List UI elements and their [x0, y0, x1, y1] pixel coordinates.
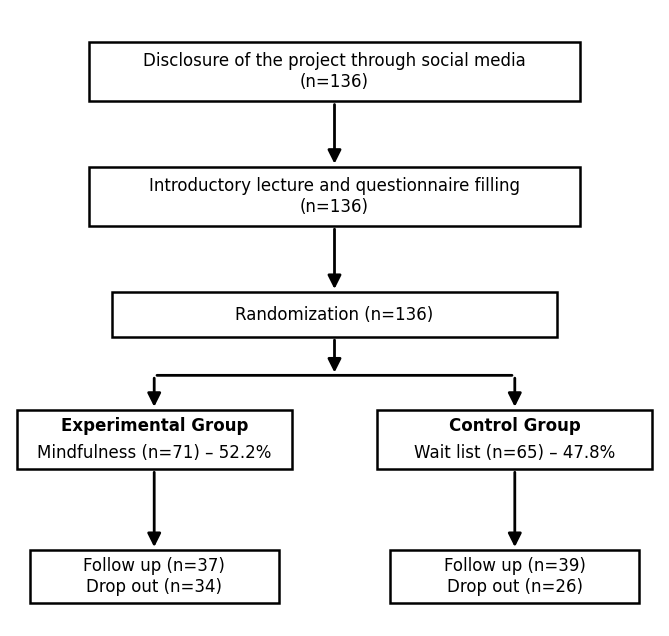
Text: Follow up (n=39)
Drop out (n=26): Follow up (n=39) Drop out (n=26): [444, 557, 586, 596]
Text: Randomization (n=136): Randomization (n=136): [235, 306, 434, 324]
FancyBboxPatch shape: [17, 410, 292, 469]
Text: Follow up (n=37)
Drop out (n=34): Follow up (n=37) Drop out (n=34): [83, 557, 225, 596]
Text: Disclosure of the project through social media
(n=136): Disclosure of the project through social…: [143, 52, 526, 91]
Text: Wait list (n=65) – 47.8%: Wait list (n=65) – 47.8%: [414, 445, 615, 462]
Text: Introductory lecture and questionnaire filling
(n=136): Introductory lecture and questionnaire f…: [149, 177, 520, 216]
FancyBboxPatch shape: [29, 550, 279, 603]
FancyBboxPatch shape: [377, 410, 652, 469]
Text: Mindfulness (n=71) – 52.2%: Mindfulness (n=71) – 52.2%: [37, 445, 272, 462]
FancyBboxPatch shape: [88, 167, 580, 226]
Text: Experimental Group: Experimental Group: [60, 417, 248, 435]
FancyBboxPatch shape: [112, 293, 557, 337]
Text: Control Group: Control Group: [449, 417, 581, 435]
FancyBboxPatch shape: [390, 550, 640, 603]
FancyBboxPatch shape: [88, 42, 580, 101]
